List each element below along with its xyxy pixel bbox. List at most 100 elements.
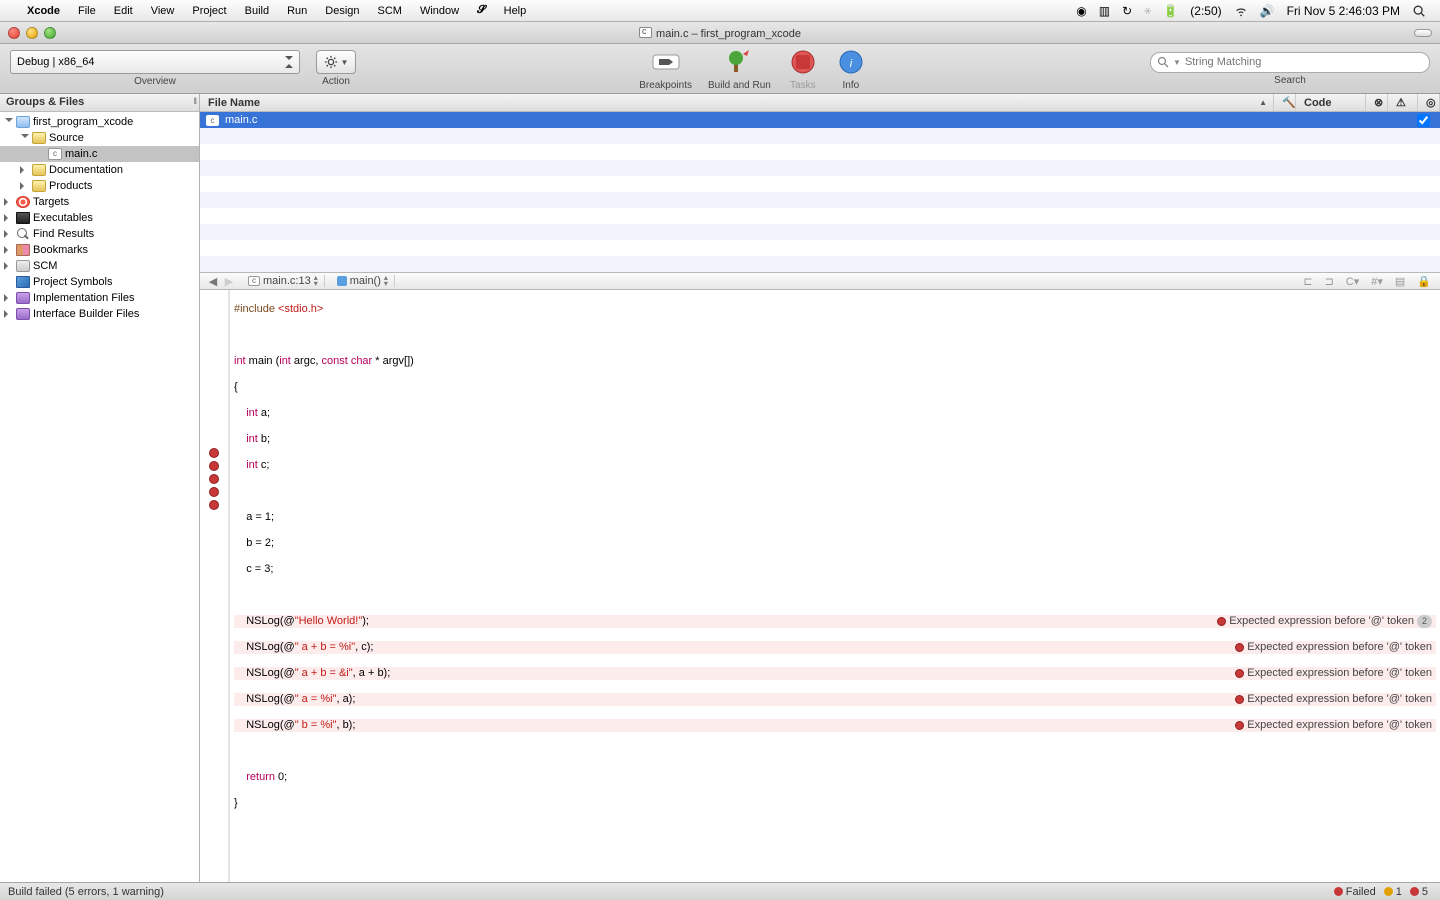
disclosure-icon[interactable] <box>4 198 12 206</box>
tree-label: Executables <box>33 212 93 224</box>
tree-item[interactable]: Source <box>0 130 199 146</box>
disclosure-icon[interactable] <box>20 182 28 190</box>
code-content[interactable]: #include <stdio.h> int main (int argc, c… <box>230 290 1440 882</box>
bluetooth-icon[interactable]: ⚹ <box>1138 3 1157 18</box>
menu-extra-icon[interactable]: ◉ <box>1070 4 1092 18</box>
script-menu-icon[interactable]: 𝓢 <box>468 4 495 17</box>
volume-icon[interactable]: 🔊 <box>1254 4 1281 18</box>
tree-item[interactable]: Project Symbols <box>0 274 199 290</box>
tasks-button[interactable] <box>787 46 819 78</box>
disclosure-icon[interactable] <box>4 310 12 318</box>
build-and-run-button[interactable] <box>723 46 755 78</box>
gutter[interactable] <box>200 290 230 882</box>
target-checkbox[interactable] <box>1417 114 1430 127</box>
tree-item[interactable]: Bookmarks <box>0 242 199 258</box>
disclosure-icon[interactable] <box>4 262 12 270</box>
sidebar-header[interactable]: Groups & Files <box>0 94 199 112</box>
info-button[interactable]: i <box>835 46 867 78</box>
menu-build[interactable]: Build <box>236 5 278 17</box>
file-name: main.c <box>225 114 257 126</box>
tree-label: Documentation <box>49 164 123 176</box>
disclosure-icon[interactable] <box>4 214 12 222</box>
tree-item[interactable]: first_program_xcode <box>0 114 199 130</box>
disclosure-icon[interactable] <box>5 118 13 126</box>
search-field[interactable]: ▼ <box>1150 52 1430 73</box>
sync-icon[interactable]: ↻ <box>1116 4 1138 18</box>
col-warning-icon[interactable]: ⚠ <box>1388 94 1418 111</box>
disclosure-icon[interactable] <box>4 246 12 254</box>
status-errors[interactable]: 5 <box>1406 886 1432 898</box>
col-error-icon[interactable]: ⊗ <box>1366 94 1388 111</box>
code-editor[interactable]: #include <stdio.h> int main (int argc, c… <box>200 290 1440 882</box>
error-marker[interactable] <box>209 474 219 484</box>
tree-label: Implementation Files <box>33 292 135 304</box>
lock-icon[interactable]: 🔒 <box>1414 275 1434 288</box>
tree-item[interactable]: SCM <box>0 258 199 274</box>
search-input[interactable] <box>1185 56 1423 68</box>
inline-error[interactable]: Expected expression before '@' token <box>1235 667 1432 680</box>
nav-fwd-button[interactable]: ▶ <box>222 275 236 288</box>
inline-error[interactable]: Expected expression before '@' token <box>1235 719 1432 732</box>
titlebar[interactable]: main.c – first_program_xcode <box>0 22 1440 44</box>
function-crumb[interactable]: main()▴▾ <box>331 275 395 287</box>
menu-scm[interactable]: SCM <box>369 5 411 17</box>
yfolder-icon <box>32 164 46 176</box>
toolbar-toggle-button[interactable] <box>1414 29 1432 37</box>
tree-item[interactable]: Products <box>0 178 199 194</box>
sidebar-tree[interactable]: first_program_xcodeSourcecmain.c Document… <box>0 112 199 882</box>
menu-project[interactable]: Project <box>183 5 235 17</box>
inline-error[interactable]: Expected expression before '@' token <box>1235 641 1432 654</box>
tree-item[interactable]: Implementation Files <box>0 290 199 306</box>
menu-view[interactable]: View <box>142 5 184 17</box>
breakpoints-button[interactable] <box>650 46 682 78</box>
app-menu[interactable]: Xcode <box>18 5 69 17</box>
tree-label: Products <box>49 180 92 192</box>
col-code[interactable]: Code <box>1296 94 1366 111</box>
editor-control-icon[interactable]: C▾ <box>1343 275 1362 288</box>
menu-help[interactable]: Help <box>495 5 536 17</box>
battery-icon[interactable]: 🔋 <box>1157 4 1184 18</box>
disclosure-icon[interactable] <box>21 134 29 142</box>
wifi-icon[interactable] <box>1228 4 1254 18</box>
status-warnings[interactable]: 1 <box>1380 886 1406 898</box>
tree-item[interactable]: Interface Builder Files <box>0 306 199 322</box>
menu-design[interactable]: Design <box>316 5 368 17</box>
spotlight-icon[interactable] <box>1406 4 1432 18</box>
col-filename[interactable]: File Name <box>200 94 1274 111</box>
editor-control-icon[interactable]: #▾ <box>1368 275 1386 288</box>
search-icon <box>1157 56 1169 68</box>
tree-item[interactable]: cmain.c <box>0 146 199 162</box>
menu-edit[interactable]: Edit <box>105 5 142 17</box>
yfolder-icon <box>32 180 46 192</box>
inline-error[interactable]: Expected expression before '@' token2 <box>1217 615 1432 628</box>
disclosure-icon[interactable] <box>4 230 12 238</box>
error-marker[interactable] <box>209 461 219 471</box>
error-marker[interactable] <box>209 487 219 497</box>
error-marker[interactable] <box>209 500 219 510</box>
tree-item[interactable]: Executables <box>0 210 199 226</box>
file-row[interactable]: c main.c <box>200 112 1440 128</box>
inline-error[interactable]: Expected expression before '@' token <box>1235 693 1432 706</box>
col-target-icon[interactable]: ◎ <box>1418 94 1440 111</box>
tree-item[interactable]: Documentation <box>0 162 199 178</box>
menu-file[interactable]: File <box>69 5 105 17</box>
menu-run[interactable]: Run <box>278 5 316 17</box>
menu-window[interactable]: Window <box>411 5 468 17</box>
action-menu[interactable]: ▼ <box>316 50 356 74</box>
editor-control-icon[interactable]: ⊐ <box>1322 275 1337 288</box>
clock[interactable]: Fri Nov 5 2:46:03 PM <box>1281 4 1406 18</box>
tree-item[interactable]: Targets <box>0 194 199 210</box>
editor-control-icon[interactable]: ▤ <box>1392 275 1408 288</box>
col-hammer-icon[interactable]: 🔨 <box>1274 94 1296 111</box>
error-marker[interactable] <box>209 448 219 458</box>
menu-extra-icon[interactable]: ▥ <box>1093 4 1116 18</box>
tree-item[interactable]: Find Results <box>0 226 199 242</box>
file-crumb[interactable]: c main.c:13▴▾ <box>242 275 325 287</box>
nav-back-button[interactable]: ◀ <box>206 275 220 288</box>
file-list[interactable]: c main.c <box>200 112 1440 272</box>
status-failed[interactable]: Failed <box>1330 886 1380 898</box>
editor-control-icon[interactable]: ⊏ <box>1300 275 1315 288</box>
disclosure-icon[interactable] <box>4 294 12 302</box>
disclosure-icon[interactable] <box>20 166 28 174</box>
config-selector[interactable]: Debug | x86_64 <box>10 50 300 74</box>
